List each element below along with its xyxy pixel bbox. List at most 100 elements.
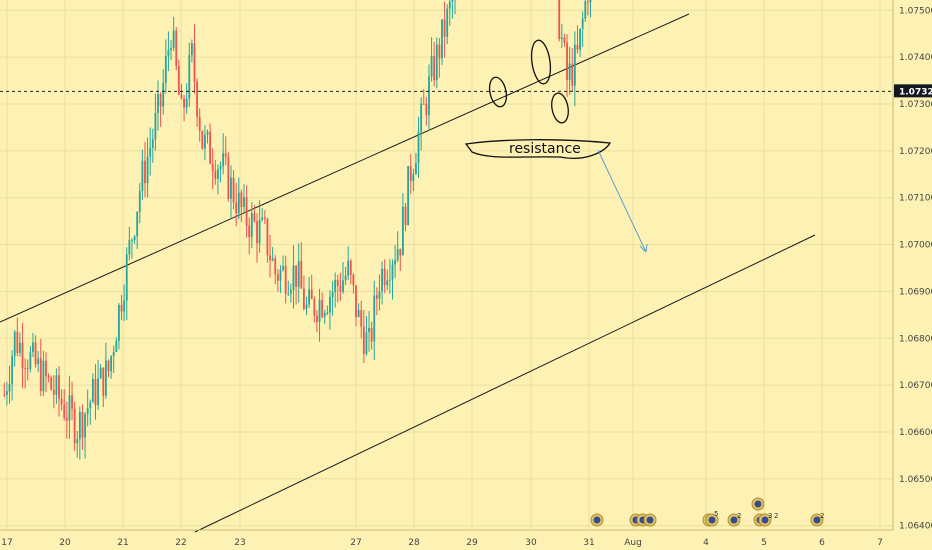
candle-body — [209, 131, 212, 164]
peak-circle-head — [530, 39, 552, 85]
event-marker-flag-icon — [646, 516, 654, 524]
candle-body — [433, 56, 436, 81]
candle-body — [394, 260, 397, 265]
event-marker-flag-icon — [754, 500, 762, 508]
candle-body — [347, 260, 350, 276]
channel-lower-line — [194, 234, 816, 533]
candle-body — [279, 269, 282, 281]
candle-body — [154, 112, 157, 140]
event-marker-flag-icon — [708, 516, 716, 524]
candle-body — [415, 163, 417, 174]
candle-body — [568, 63, 571, 81]
candle-body — [263, 217, 266, 219]
candle-body — [123, 300, 126, 312]
candle-body — [230, 177, 232, 199]
candle-body — [149, 147, 152, 157]
time-tick-label: 22 — [175, 538, 186, 548]
candle-body — [407, 166, 410, 226]
candle-body — [97, 378, 100, 405]
candle-body — [110, 356, 113, 372]
candle-body — [430, 56, 433, 77]
candle-body — [310, 289, 313, 299]
candle-body — [287, 293, 290, 295]
candle-body — [381, 268, 383, 292]
candle-body — [65, 417, 68, 421]
candle-body — [180, 94, 183, 99]
candle-body — [45, 360, 47, 377]
candle-body — [355, 285, 357, 317]
time-tick-label: 20 — [59, 538, 71, 548]
candle-body — [331, 291, 334, 297]
candle-body — [91, 378, 94, 403]
candle-body — [190, 43, 193, 56]
candle-body — [146, 156, 149, 184]
level-price-tag[interactable] — [894, 84, 932, 98]
candle-body — [417, 131, 420, 164]
candle-body — [282, 265, 284, 270]
time-tick-label: 21 — [117, 538, 128, 548]
candle-body — [76, 439, 79, 444]
candle-body — [336, 280, 339, 286]
candle-body — [73, 408, 76, 444]
candle-body — [368, 327, 370, 333]
candle-body — [399, 248, 402, 256]
candle-body — [581, 18, 584, 29]
event-count-label: 5 — [714, 510, 718, 518]
candle-body — [349, 260, 352, 275]
candle-body — [196, 81, 199, 117]
candle-body — [438, 44, 441, 59]
candle-body — [362, 326, 365, 354]
candle-body — [305, 304, 308, 309]
time-tick-label: 5 — [761, 538, 767, 548]
price-axis[interactable]: 1.081001.080001.079001.078001.077001.076… — [892, 0, 932, 532]
price-tick-label: 1.07000 — [899, 241, 932, 251]
candle-body — [451, 0, 454, 2]
candle-body — [131, 239, 133, 241]
price-tick-label: 1.07100 — [899, 194, 932, 204]
candle-body — [292, 265, 295, 291]
candle-body — [136, 211, 139, 237]
candle-body — [222, 153, 225, 167]
candle-body — [579, 28, 581, 50]
candle-body — [274, 258, 277, 275]
candle-body — [321, 299, 324, 317]
candle-body — [104, 360, 107, 396]
candle-body — [52, 389, 55, 395]
candle-body — [573, 44, 576, 86]
candle-body — [47, 376, 50, 378]
candle-body — [177, 66, 180, 95]
candle-body — [425, 104, 428, 115]
candle-body — [214, 171, 217, 179]
candle-body — [21, 342, 24, 368]
candle-body — [227, 156, 230, 199]
time-axis[interactable]: 17 20 21 22 23 27 28 29 30 31 Aug 4 5 6 7 — [0, 529, 893, 548]
candle-body — [357, 310, 360, 317]
candle-body — [175, 30, 178, 67]
candles — [3, 0, 592, 460]
candle-body — [185, 98, 188, 108]
candle-body — [300, 261, 303, 289]
candle-body — [102, 367, 105, 396]
candle-body — [232, 177, 235, 203]
candle-body — [157, 93, 159, 113]
candle-body — [167, 50, 170, 56]
candle-body — [55, 375, 58, 395]
candle-body — [237, 192, 240, 214]
candle-body — [193, 43, 196, 82]
candle-body — [224, 153, 227, 157]
price-tick-label: 1.07500 — [899, 6, 932, 16]
candle-body — [81, 412, 84, 438]
event-marker-flag-icon — [761, 516, 769, 524]
candle-body — [63, 404, 66, 418]
candle-body — [68, 395, 71, 421]
candle-body — [584, 1, 587, 19]
candle-body — [245, 196, 248, 226]
candle-body — [276, 274, 279, 281]
candle-body — [37, 358, 40, 365]
candle-body — [378, 291, 381, 299]
peak-circle-left — [488, 76, 508, 108]
candle-body — [446, 8, 449, 37]
price-tick-label: 1.06800 — [899, 334, 932, 344]
